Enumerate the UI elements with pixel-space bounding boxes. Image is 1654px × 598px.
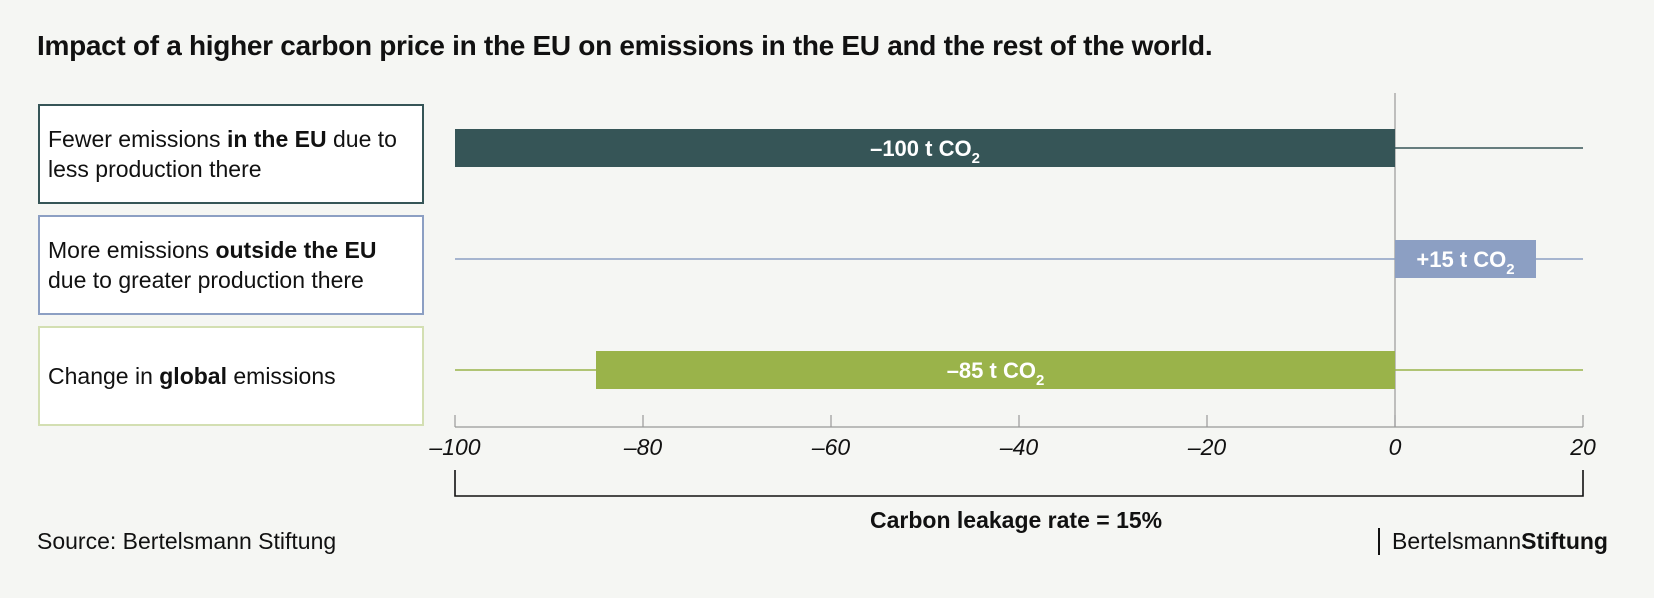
bar <box>1395 240 1536 278</box>
chart-title: Impact of a higher carbon price in the E… <box>37 30 1213 61</box>
bar-value-label: +15 t CO2 <box>1416 247 1514 278</box>
row-label-outside-eu: More emissions outside the EU due to gre… <box>38 215 424 315</box>
row-label-text: More emissions outside the EU due to gre… <box>48 237 377 293</box>
row-label-text: Change in global emissions <box>48 363 336 389</box>
x-tick-label: –40 <box>999 434 1039 460</box>
leakage-annotation: Carbon leakage rate = 15% <box>870 507 1163 533</box>
x-tick-label: –100 <box>428 434 480 460</box>
bar <box>596 351 1395 389</box>
row-label-global: Change in global emissions <box>38 326 424 426</box>
bar-value-label: –100 t CO2 <box>870 136 980 167</box>
bar <box>455 129 1395 167</box>
brand-logo: BertelsmannStiftung <box>1378 528 1608 555</box>
x-tick-label: 20 <box>1569 434 1596 460</box>
bar-value-label: –85 t CO2 <box>947 358 1045 389</box>
x-tick-label: 0 <box>1389 434 1402 460</box>
x-tick-label: –80 <box>623 434 663 460</box>
leakage-bracket <box>454 470 1584 497</box>
x-tick-label: –20 <box>1187 434 1227 460</box>
row-label-eu: Fewer emissions in the EU due to less pr… <box>38 104 424 204</box>
row-label-text: Fewer emissions in the EU due to less pr… <box>48 126 397 182</box>
x-tick-label: –60 <box>811 434 851 460</box>
source-note: Source: Bertelsmann Stiftung <box>37 528 337 554</box>
